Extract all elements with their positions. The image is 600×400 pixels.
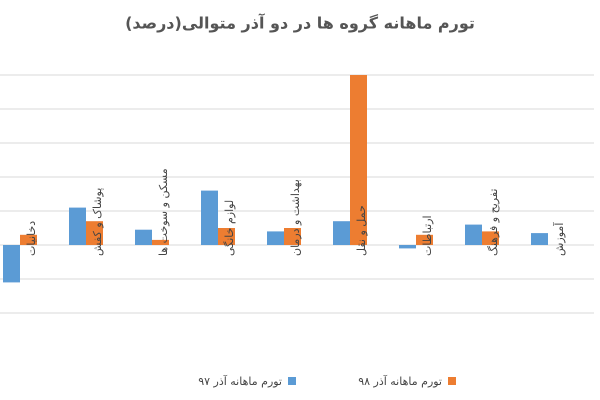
x-tick-label: آموزش <box>552 222 566 256</box>
bar <box>482 231 499 245</box>
bar <box>416 234 433 245</box>
x-tick-label: لوازم خانگی <box>223 200 236 256</box>
x-tick-label: دخانیات <box>25 221 38 256</box>
bar <box>465 224 482 245</box>
x-tick-label: حمل و نقل <box>355 205 368 256</box>
legend-label: تورم ماهانه آذر ۹۷ <box>198 374 282 388</box>
bar <box>135 229 152 245</box>
bar <box>218 228 235 245</box>
legend-swatch <box>448 377 456 385</box>
bar <box>399 245 416 249</box>
x-tick-label: ارتباطات <box>421 215 434 256</box>
bar <box>152 239 169 245</box>
x-tick-label: پوشاک و کفش <box>91 188 104 256</box>
legend-swatch <box>288 377 296 385</box>
x-tick-label: بهداشت و درمان <box>289 179 302 256</box>
bar <box>201 190 218 245</box>
bar <box>267 231 284 245</box>
x-tick-label: تفریح و فرهنگ <box>487 189 500 256</box>
bar <box>531 233 548 245</box>
bar <box>333 221 350 245</box>
bar <box>86 221 103 245</box>
bar <box>350 75 367 245</box>
bar <box>3 245 20 283</box>
bar <box>20 234 37 245</box>
legend-label: تورم ماهانه آذر ۹۸ <box>358 374 442 388</box>
chart-title: تورم ماهانه گروه ها در دو آذر متوالی(درص… <box>125 13 475 33</box>
bar <box>69 207 86 245</box>
x-tick-label: مسکن و سوخت ها <box>157 168 170 256</box>
bar <box>284 228 301 245</box>
